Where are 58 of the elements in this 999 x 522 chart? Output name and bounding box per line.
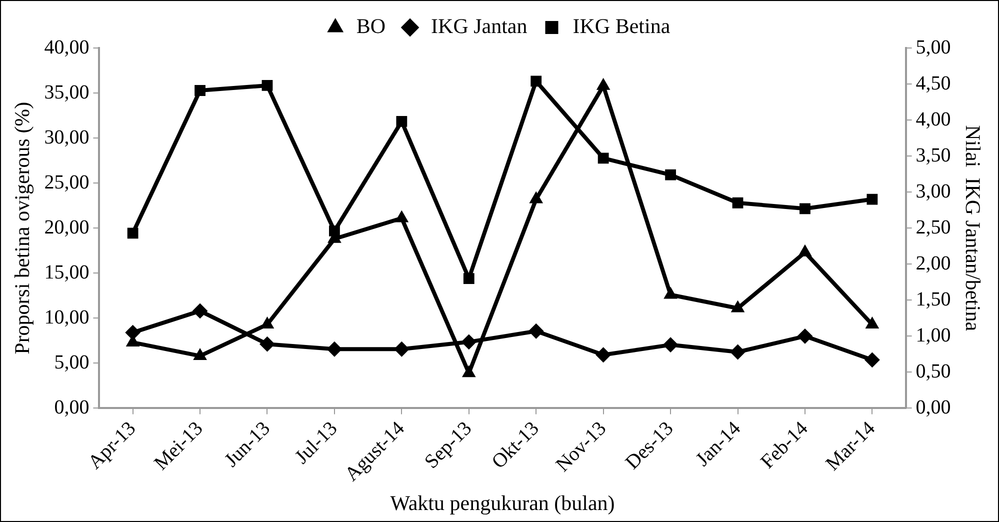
y2-tick-label: 3,00: [916, 180, 951, 202]
point: [260, 336, 275, 352]
y2-axis-title: Nilai IKG Jantan/betina: [960, 125, 985, 332]
point: [664, 287, 678, 299]
point: [530, 192, 543, 204]
y2-tick-label: 2,00: [916, 252, 951, 274]
point: [463, 273, 474, 284]
point: [798, 244, 812, 256]
point: [461, 334, 476, 350]
y-tick-label: 35,00: [44, 81, 90, 104]
y-tick-label: 20,00: [44, 216, 90, 238]
point: [326, 342, 342, 357]
point: [394, 342, 410, 357]
point: [528, 324, 544, 339]
point: [194, 85, 206, 96]
y2-tick-label: 4,00: [916, 108, 951, 130]
point: [127, 228, 138, 239]
point: [732, 197, 744, 208]
point: [797, 328, 812, 344]
point: [262, 80, 273, 91]
y-tick-label: 25,00: [44, 171, 90, 194]
y2-tick-label: 5,00: [916, 36, 951, 58]
y-tick-label: 15,00: [44, 261, 90, 284]
point: [260, 316, 274, 328]
legend-label: IKG Jantan: [431, 14, 528, 38]
point: [462, 366, 476, 378]
point: [395, 210, 408, 222]
point: [192, 303, 208, 318]
point: [663, 337, 678, 352]
legend-label: BO: [356, 14, 386, 38]
y2-tick-label: 1,50: [916, 288, 951, 310]
y2-tick-label: 4,50: [916, 72, 951, 94]
y2-tick-label: 0,00: [916, 396, 951, 418]
point: [598, 152, 609, 164]
point: [800, 203, 810, 214]
y-tick-label: 10,00: [44, 306, 90, 328]
y-axis-title: Proporsi betina ovigerous (%): [10, 102, 34, 354]
point: [193, 348, 207, 360]
point: [596, 78, 610, 90]
point: [866, 316, 879, 328]
y2-tick-label: 0,50: [916, 360, 951, 382]
point: [596, 347, 611, 362]
point: [665, 169, 676, 180]
y2-tick-label: 3,50: [916, 144, 951, 166]
point: [396, 116, 408, 127]
y-tick-label: 40,00: [44, 36, 90, 58]
point: [530, 76, 542, 87]
y-tick-label: 30,00: [44, 126, 90, 148]
point: [864, 352, 880, 368]
y-tick-label: 5,00: [54, 351, 90, 374]
point: [866, 194, 878, 205]
y2-tick-label: 1,00: [916, 324, 951, 346]
legend-label: IKG Betina: [572, 14, 671, 38]
point: [730, 344, 746, 360]
y2-tick-label: 2,50: [916, 216, 951, 238]
x-axis-title: Waktu pengukuran (bulan): [390, 490, 615, 515]
y-tick-label: 0,00: [54, 396, 90, 418]
point: [731, 300, 744, 312]
